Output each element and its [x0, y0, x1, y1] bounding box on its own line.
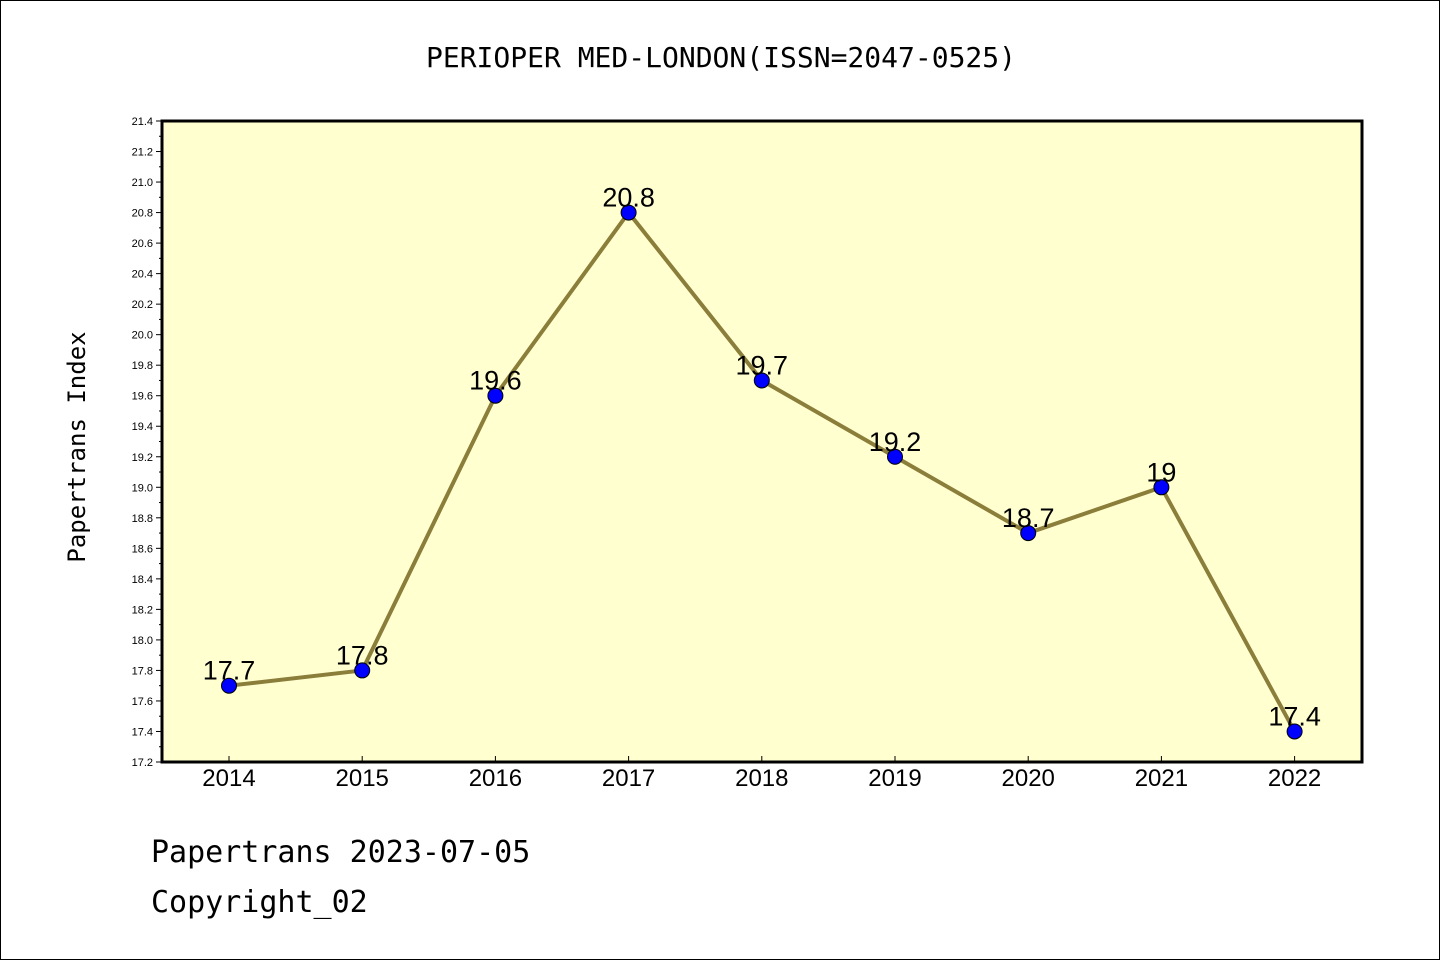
- y-tick-label: 19.0: [132, 482, 153, 494]
- y-tick-label: 20.8: [132, 208, 153, 220]
- data-point: [221, 677, 237, 694]
- y-tick-label: 20.0: [132, 330, 153, 342]
- data-point: [620, 204, 637, 221]
- data-point: [1286, 723, 1303, 740]
- y-tick-label: 19.8: [132, 360, 153, 372]
- data-label: 17.8: [336, 640, 389, 670]
- footer-copyright: Copyright_02: [151, 885, 368, 920]
- data-point: [354, 662, 371, 679]
- y-axis: 17.2 17.4 17.6 17.8 18.0 18.2 18.4 18.6 18.8 19.0…: [132, 116, 162, 769]
- data-label: 20.8: [602, 183, 655, 213]
- x-axis: 2014 2015 2016 2017 2018 2019 2020 2021 2022: [202, 756, 1321, 792]
- data-label: 17.7: [203, 656, 256, 686]
- y-tick-label: 21.4: [132, 116, 153, 128]
- y-tick-label: 17.8: [132, 665, 153, 677]
- data-label: 17.4: [1268, 701, 1321, 731]
- x-tick-label: 2019: [868, 765, 921, 792]
- data-label: 18.7: [1002, 503, 1055, 533]
- x-tick-label: 2016: [469, 765, 522, 792]
- data-label: 19.7: [736, 350, 789, 380]
- data-label: 19: [1146, 457, 1176, 487]
- x-tick-label: 2022: [1268, 765, 1321, 792]
- y-tick-label: 20.2: [132, 299, 153, 311]
- y-tick-label: 19.4: [132, 421, 153, 433]
- x-tick-label: 2015: [336, 765, 389, 792]
- footer-date: Papertrans 2023-07-05: [151, 835, 531, 870]
- y-tick-label: 19.2: [132, 452, 153, 464]
- y-tick-label: 20.6: [132, 238, 153, 250]
- y-tick-label: 20.4: [132, 269, 153, 281]
- data-points: [221, 204, 1303, 740]
- y-tick-label: 21.2: [132, 147, 153, 159]
- data-point: [887, 448, 903, 465]
- y-tick-label: 21.0: [132, 177, 153, 189]
- y-tick-label: 19.6: [132, 391, 153, 403]
- y-tick-label: 18.8: [132, 513, 153, 525]
- y-axis-label: Papertrans Index: [63, 331, 91, 562]
- data-label: 19.2: [869, 427, 922, 457]
- x-tick-label: 2014: [202, 765, 255, 792]
- y-tick-label: 18.0: [132, 635, 153, 647]
- data-label: 19.6: [469, 366, 522, 396]
- y-tick-label: 17.6: [132, 696, 153, 708]
- data-point: [487, 387, 504, 404]
- data-point: [1020, 525, 1037, 542]
- chart-title: PERIOPER MED-LONDON(ISSN=2047-0525): [426, 41, 1016, 74]
- y-tick-label: 17.2: [132, 757, 153, 769]
- x-tick-label: 2020: [1002, 765, 1055, 792]
- x-tick-label: 2021: [1135, 765, 1188, 792]
- y-tick-label: 18.6: [132, 543, 153, 555]
- y-tick-label: 18.4: [132, 574, 153, 586]
- y-tick-label: 17.4: [132, 726, 153, 738]
- x-tick-label: 2018: [735, 765, 788, 792]
- data-point: [753, 372, 770, 389]
- data-labels: 17.7 17.8 19.6 20.8 19.7 19.2 18.7 19 17.4: [203, 183, 1321, 732]
- data-point: [1153, 479, 1170, 496]
- plot-area: [160, 119, 1364, 764]
- x-tick-label: 2017: [602, 765, 655, 792]
- y-tick-label: 18.2: [132, 604, 153, 616]
